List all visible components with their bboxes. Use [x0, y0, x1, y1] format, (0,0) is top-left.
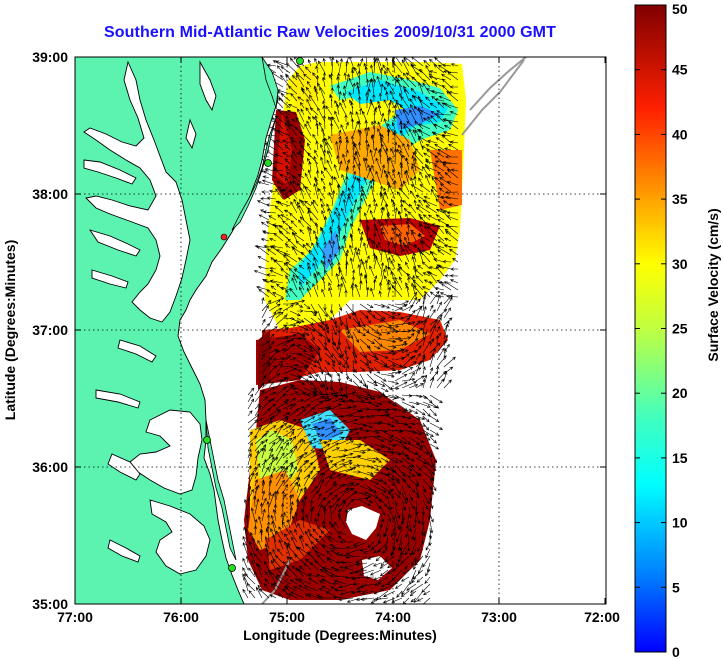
station-marker	[228, 564, 236, 572]
x-tick-label: 75:00	[269, 609, 305, 625]
chesapeake-bay	[83, 60, 217, 323]
x-tick-label: 74:00	[375, 609, 411, 625]
colorbar-tick-label: 15	[672, 450, 688, 466]
colorbar-tick-label: 25	[672, 321, 688, 337]
colorbar-tick-label: 50	[672, 1, 688, 17]
radar-stations	[203, 57, 304, 572]
colorbar-tick-labels: 0 5 10 15 20 25 30 35 40 45 50	[672, 1, 688, 659]
isobath-lines	[261, 57, 527, 604]
colorbar-gradient	[634, 4, 667, 653]
y-tick-labels: 39:00 38:00 37:00 36:00 35:00	[32, 49, 68, 612]
y-axis-label: Latitude (Degrees:Minutes)	[2, 240, 18, 420]
colorbar-tick-label: 0	[672, 644, 680, 659]
station-marker	[220, 233, 228, 241]
colorbar-tick-label: 20	[672, 385, 688, 401]
station-marker	[264, 159, 272, 167]
station-marker	[296, 57, 304, 65]
colorbar-label: Surface Velocity (cm/s)	[705, 208, 721, 361]
y-tick-label: 38:00	[32, 186, 68, 202]
y-tick-label: 37:00	[32, 322, 68, 338]
colorbar-tick-label: 10	[672, 515, 688, 531]
x-tick-label: 77:00	[57, 609, 93, 625]
colorbar-tick-label: 35	[672, 191, 688, 207]
y-tick-label: 36:00	[32, 459, 68, 475]
y-tick-label: 35:00	[32, 596, 68, 612]
colorbar-tick-label: 5	[672, 579, 680, 595]
colorbar: 0 5 10 15 20 25 30 35 40 45 50 Surface Velocity (c…	[634, 1, 721, 659]
colorbar-tick-label: 40	[672, 126, 688, 142]
x-tick-label: 73:00	[481, 609, 517, 625]
map-title: Southern Mid-Atlantic Raw Velocities 200…	[104, 24, 556, 41]
tick-marks	[74, 56, 606, 605]
station-marker	[203, 436, 211, 444]
colorbar-tick-label: 45	[672, 62, 688, 78]
x-tick-label: 72:00	[584, 609, 620, 625]
x-tick-labels: 77:00 76:00 75:00 74:00 73:00 72:00	[57, 609, 620, 625]
grid-lines	[75, 57, 606, 604]
y-tick-label: 39:00	[32, 49, 68, 65]
colorbar-tick-label: 30	[672, 256, 688, 272]
x-axis-label: Longitude (Degrees:Minutes)	[243, 627, 437, 643]
x-tick-label: 76:00	[163, 609, 199, 625]
sounds	[95, 339, 211, 575]
